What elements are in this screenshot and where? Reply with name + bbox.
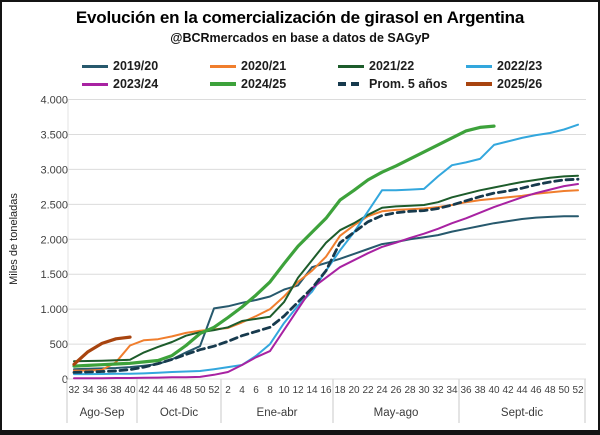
legend-label: Prom. 5 años [369,77,448,91]
legend-label: 2023/24 [113,77,159,91]
y-tick-label: 4.000 [40,95,68,107]
legend-label: 2024/25 [241,77,287,91]
x-tick-label: 42 [502,385,514,396]
y-tick-label: 2.000 [40,234,68,246]
legend-item-2019-20: 2019/20 [82,59,210,73]
series-line-2024-25 [72,124,496,368]
legend-label: 2020/21 [241,59,287,73]
period-label-oct-dic: Oct-Dic [160,407,199,419]
legend-item-2023-24: 2023/24 [82,77,210,91]
x-tick-label: 48 [544,385,556,396]
series-line-prom-5-a-os [72,177,580,374]
series-line-2021-22 [73,174,579,363]
x-tick-label: 32 [68,385,80,396]
x-tick-label: 30 [418,385,430,396]
legend-item-2024-25: 2024/25 [210,77,338,91]
x-tick-label: 12 [292,385,304,396]
x-tick-label: 16 [320,385,332,396]
x-tick-label: 6 [253,385,259,396]
x-tick-label: 42 [138,385,150,396]
legend-item-2020-21: 2020/21 [210,59,338,73]
legend-item-2025-26: 2025/26 [466,77,594,91]
legend-item-2021-22: 2021/22 [338,59,466,73]
x-tick-label: 8 [267,385,273,396]
x-tick-label: 46 [530,385,542,396]
legend-label: 2022/23 [497,59,543,73]
x-tick-label: 38 [474,385,486,396]
series-line-2020-21 [73,189,579,372]
legend-label: 2025/26 [497,77,543,91]
x-tick-label: 36 [96,385,108,396]
legend-swatch-prom-5-a-os [338,82,364,86]
x-tick-label: 52 [572,385,584,396]
legend-swatch-2022-23 [466,64,492,68]
chart-title: Evolución en la comercialización de gira… [75,8,525,27]
legend-swatch-2020-21 [210,64,236,68]
x-tick-label: 36 [460,385,472,396]
x-tick-label: 50 [558,385,570,396]
y-tick-label: 1.000 [40,304,68,316]
x-tick-label: 2 [225,385,231,396]
x-tick-label: 22 [362,385,374,396]
period-label-sept-dic: Sept-dic [501,407,543,419]
period-label-ene-abr: Ene-abr [257,407,298,419]
series-line-2022-23 [73,123,579,376]
x-tick-label: 40 [124,385,136,396]
series-line-2023-24 [73,183,579,380]
legend-swatch-2025-26 [466,82,492,86]
legend-label: 2019/20 [113,59,159,73]
x-tick-label: 14 [306,385,318,396]
x-tick-label: 38 [110,385,122,396]
chart-header: Evolución en la comercialización de gira… [2,8,598,45]
series-line-2025-26 [72,335,132,366]
x-tick-label: 24 [376,385,388,396]
y-tick-label: 2.500 [40,199,68,211]
y-axis-title: Miles de toneladas [8,193,20,285]
x-tick-label: 40 [488,385,500,396]
period-label-ago-sep: Ago-Sep [80,407,125,419]
y-tick-label: 3.500 [40,129,68,141]
x-tick-label: 46 [166,385,178,396]
legend-item-2022-23: 2022/23 [466,59,594,73]
legend-swatch-2024-25 [210,82,236,86]
x-tick-label: 26 [390,385,402,396]
x-tick-label: 10 [278,385,290,396]
y-tick-label: 1.500 [40,269,68,281]
y-tick-label: 3.000 [40,164,68,176]
y-tick-label: 500 [50,339,68,351]
x-tick-label: 34 [82,385,94,396]
x-tick-label: 52 [208,385,220,396]
x-tick-label: 28 [404,385,416,396]
x-tick-label: 44 [152,385,164,396]
x-tick-label: 18 [334,385,346,396]
y-tick-label: 0 [62,374,68,386]
legend-swatch-2019-20 [82,64,108,68]
legend-item-prom-5-a-os: Prom. 5 años [338,77,466,91]
period-label-may-ago: May-ago [374,407,419,419]
x-tick-label: 20 [348,385,360,396]
legend: 2019/20 2020/21 2021/22 2022/23 2023/24 2024/… [82,57,594,93]
x-tick-label: 32 [432,385,444,396]
x-tick-label: 4 [239,385,245,396]
x-tick-label: 48 [180,385,192,396]
legend-label: 2021/22 [369,59,415,73]
x-tick-label: 50 [194,385,206,396]
legend-swatch-2021-22 [338,64,364,68]
chart-subtitle: @BCRmercados en base a datos de SAGyP [170,31,430,45]
x-tick-label: 34 [446,385,458,396]
legend-swatch-2023-24 [82,82,108,86]
x-tick-label: 44 [516,385,528,396]
